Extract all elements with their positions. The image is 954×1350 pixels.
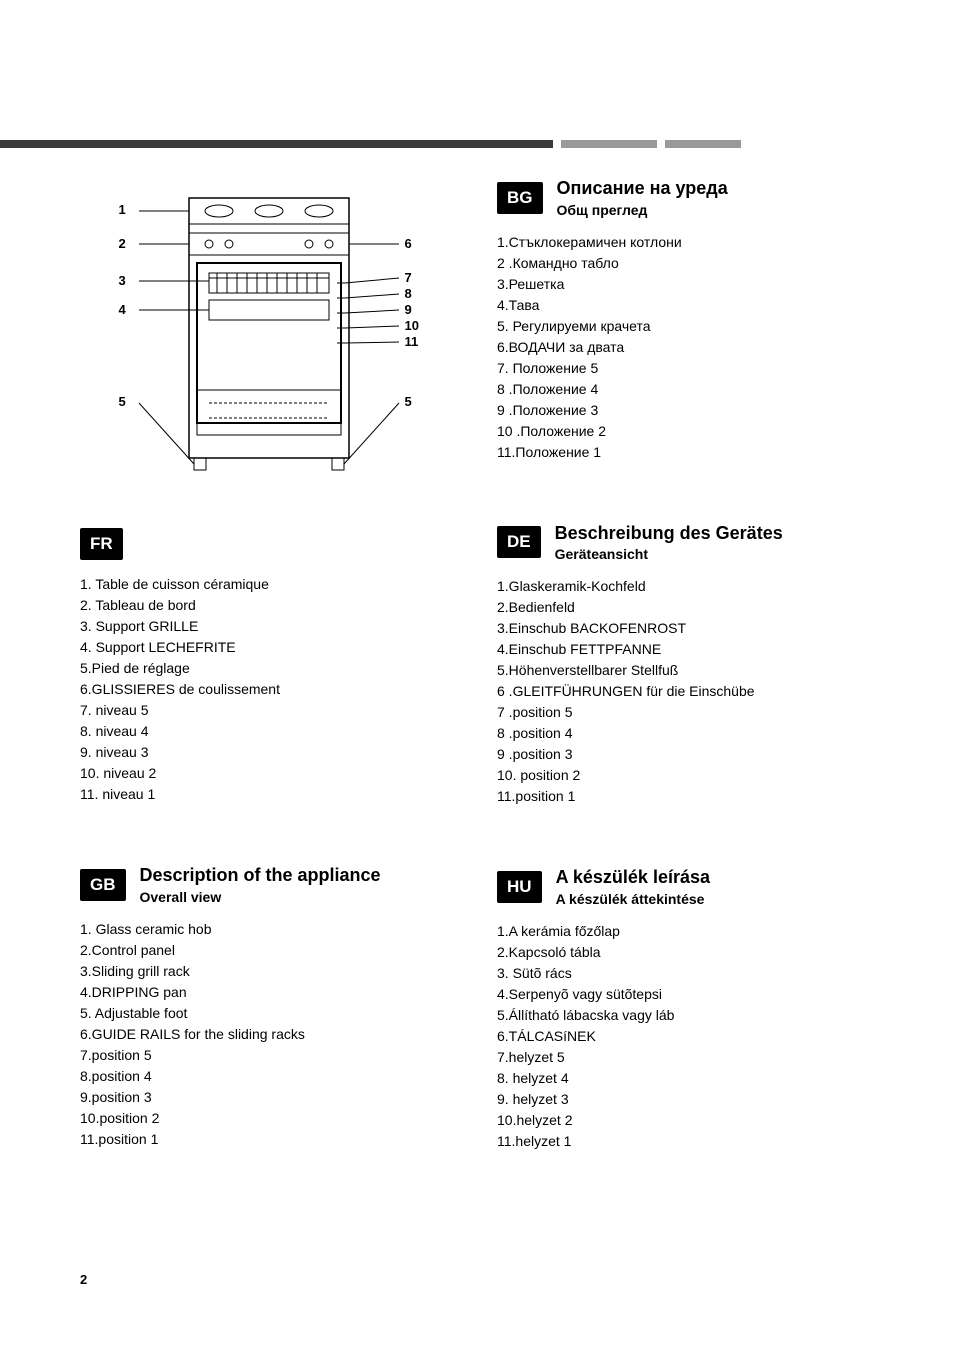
subtitle-gb: Overall view [140, 889, 381, 905]
list-item: 9 .position 3 [497, 744, 874, 765]
list-item: 6.TÁLCASíNEK [497, 1026, 874, 1047]
list-gb: 1. Glass ceramic hob 2.Control panel 3.S… [80, 919, 457, 1150]
block-fr: FR 1. Table de cuisson céramique 2. Tabl… [80, 528, 457, 805]
badge-de: DE [497, 526, 541, 558]
list-item: 10. niveau 2 [80, 763, 457, 784]
list-item: 8. helyzet 4 [497, 1068, 874, 1089]
appliance-diagram: 1 2 3 4 5 6 7 8 9 10 11 5 [109, 178, 429, 488]
list-item: 6.GLISSIERES de coulissement [80, 679, 457, 700]
list-item: 11.helyzet 1 [497, 1131, 874, 1152]
diag-label-8: 8 [405, 286, 412, 301]
list-fr: 1. Table de cuisson céramique 2. Tableau… [80, 574, 457, 805]
diag-label-5r: 5 [405, 394, 412, 409]
list-item: 11.Положение 1 [497, 442, 874, 463]
subtitle-de: Geräteansicht [555, 546, 783, 562]
list-item: 2.Control panel [80, 940, 457, 961]
list-item: 8.position 4 [80, 1066, 457, 1087]
list-item: 1.Стъклокерамичен котлони [497, 232, 874, 253]
subtitle-hu: A készülék áttekintése [556, 891, 710, 907]
list-item: 7. Положение 5 [497, 358, 874, 379]
list-item: 9. helyzet 3 [497, 1089, 874, 1110]
list-item: 11.position 1 [80, 1129, 457, 1150]
badge-fr: FR [80, 528, 123, 560]
list-item: 5.Höhenverstellbarer Stellfuß [497, 660, 874, 681]
list-item: 2 .Командно табло [497, 253, 874, 274]
block-hu: HU A készülék leírása A készülék áttekin… [497, 867, 874, 1152]
diag-label-4: 4 [119, 302, 126, 317]
title-de: Beschreibung des Gerätes [555, 523, 783, 545]
list-item: 4. Support LECHEFRITE [80, 637, 457, 658]
title-hu: A készülék leírása [556, 867, 710, 889]
block-bg: BG Описание на уреда Общ преглед 1.Стъкл… [497, 178, 874, 463]
list-item: 7. niveau 5 [80, 700, 457, 721]
list-item: 10 .Положение 2 [497, 421, 874, 442]
list-item: 9. niveau 3 [80, 742, 457, 763]
list-item: 3.Решетка [497, 274, 874, 295]
block-gb: GB Description of the appliance Overall … [80, 865, 457, 1150]
diag-label-1: 1 [119, 202, 126, 217]
list-item: 2.Bedienfeld [497, 597, 874, 618]
list-item: 8 .Положение 4 [497, 379, 874, 400]
list-item: 4.Serpenyõ vagy sütõtepsi [497, 984, 874, 1005]
list-item: 10.helyzet 2 [497, 1110, 874, 1131]
list-item: 6.ВОДАЧИ за двата [497, 337, 874, 358]
list-hu: 1.A kerámia főzőlap 2.Kapcsoló tábla 3. … [497, 921, 874, 1152]
list-item: 5.Állítható lábacska vagy láb [497, 1005, 874, 1026]
list-item: 5. Регулируеми крачета [497, 316, 874, 337]
list-item: 2. Tableau de bord [80, 595, 457, 616]
list-item: 11.position 1 [497, 786, 874, 807]
list-item: 1. Glass ceramic hob [80, 919, 457, 940]
badge-hu: HU [497, 871, 542, 903]
badge-gb: GB [80, 869, 126, 901]
list-item: 1. Table de cuisson céramique [80, 574, 457, 595]
list-item: 8 .position 4 [497, 723, 874, 744]
diag-label-6: 6 [405, 236, 412, 251]
list-item: 8. niveau 4 [80, 721, 457, 742]
list-item: 11. niveau 1 [80, 784, 457, 805]
list-item: 3. Support GRILLE [80, 616, 457, 637]
list-bg: 1.Стъклокерамичен котлони 2 .Командно та… [497, 232, 874, 463]
diag-label-2: 2 [119, 236, 126, 251]
list-item: 7.helyzet 5 [497, 1047, 874, 1068]
list-item: 10. position 2 [497, 765, 874, 786]
title-gb: Description of the appliance [140, 865, 381, 887]
title-bg: Описание на уреда [557, 178, 728, 200]
diag-label-11: 11 [405, 334, 419, 349]
right-column: BG Описание на уреда Общ преглед 1.Стъкл… [497, 178, 874, 1212]
diag-label-3: 3 [119, 273, 126, 288]
list-item: 4.Тава [497, 295, 874, 316]
list-item: 6.GUIDE RAILS for the sliding racks [80, 1024, 457, 1045]
badge-bg: BG [497, 182, 543, 214]
list-item: 7.position 5 [80, 1045, 457, 1066]
list-item: 3.Sliding grill rack [80, 961, 457, 982]
list-item: 9.position 3 [80, 1087, 457, 1108]
list-de: 1.Glaskeramik-Kochfeld 2.Bedienfeld 3.Ei… [497, 576, 874, 807]
subtitle-bg: Общ преглед [557, 202, 728, 218]
diag-label-7: 7 [405, 270, 412, 285]
list-item: 3.Einschub BACKOFENROST [497, 618, 874, 639]
diag-label-5: 5 [119, 394, 126, 409]
top-gradient-bar [0, 140, 954, 148]
diag-label-10: 10 [405, 318, 419, 333]
list-item: 5.Pied de réglage [80, 658, 457, 679]
list-item: 10.position 2 [80, 1108, 457, 1129]
list-item: 1.Glaskeramik-Kochfeld [497, 576, 874, 597]
list-item: 3. Sütõ rács [497, 963, 874, 984]
list-item: 4.Einschub FETTPFANNE [497, 639, 874, 660]
list-item: 7 .position 5 [497, 702, 874, 723]
list-item: 2.Kapcsoló tábla [497, 942, 874, 963]
block-de: DE Beschreibung des Gerätes Geräteansich… [497, 523, 874, 808]
list-item: 1.A kerámia főzőlap [497, 921, 874, 942]
left-column: 1 2 3 4 5 6 7 8 9 10 11 5 FR 1. Table de… [80, 178, 457, 1212]
list-item: 9 .Положение 3 [497, 400, 874, 421]
list-item: 5. Adjustable foot [80, 1003, 457, 1024]
list-item: 6 .GLEITFÜHRUNGEN für die Einschübe [497, 681, 874, 702]
page-number: 2 [80, 1272, 874, 1287]
list-item: 4.DRIPPING pan [80, 982, 457, 1003]
diag-label-9: 9 [405, 302, 412, 317]
